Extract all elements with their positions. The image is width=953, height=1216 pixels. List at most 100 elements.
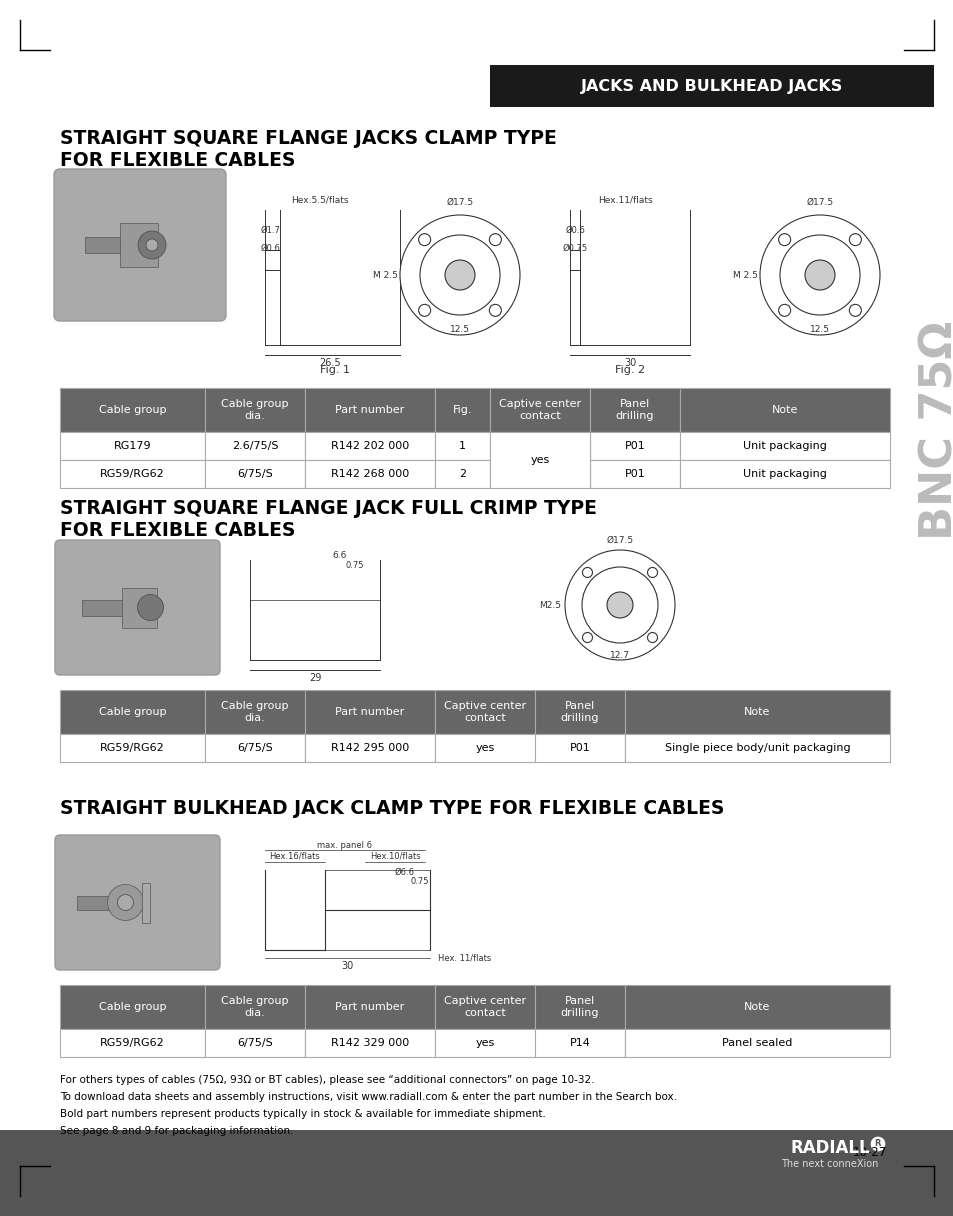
Circle shape [778,233,790,246]
Text: M 2.5: M 2.5 [732,270,757,280]
Bar [435,734,535,762]
Bar [82,599,128,615]
Circle shape [760,215,879,334]
Text: Single piece body/unit packaging: Single piece body/unit packaging [664,743,849,753]
Bar [535,689,624,734]
Text: To download data sheets and assembly instructions, visit www.radiall.com & enter: To download data sheets and assembly ins… [60,1092,677,1102]
Text: Ø0.6: Ø0.6 [564,225,584,235]
Text: 0.75: 0.75 [345,561,364,569]
Text: Note: Note [743,1002,770,1012]
Text: R142 202 000: R142 202 000 [331,441,409,451]
Circle shape [108,884,143,921]
Bar [435,985,535,1029]
Text: 1: 1 [458,441,465,451]
Text: 12.7: 12.7 [609,651,629,659]
Circle shape [848,233,861,246]
Text: Ø0.6: Ø0.6 [260,243,279,253]
Bar [435,689,535,734]
Circle shape [582,632,592,642]
FancyBboxPatch shape [55,835,220,970]
Text: FOR FLEXIBLE CABLES: FOR FLEXIBLE CABLES [60,151,295,169]
Text: Part number: Part number [335,706,404,717]
Bar [60,689,205,734]
Text: See page 8 and 9 for packaging information.: See page 8 and 9 for packaging informati… [60,1126,294,1136]
Text: Ø0.75: Ø0.75 [562,243,587,253]
Bar [490,64,933,107]
Text: RG59/RG62: RG59/RG62 [100,743,165,753]
Bar [305,432,435,460]
Text: Cable group
dia.: Cable group dia. [221,996,289,1018]
Text: Ø17.5: Ø17.5 [606,535,633,545]
Bar [205,460,305,488]
Text: Ø6.6: Ø6.6 [395,867,415,877]
Text: P01: P01 [624,469,644,479]
Text: yes: yes [530,455,549,465]
Circle shape [489,233,501,246]
Circle shape [117,895,133,911]
Text: RG179: RG179 [113,441,152,451]
Text: BNC 75Ω: BNC 75Ω [918,320,953,540]
Text: Unit packaging: Unit packaging [742,469,826,479]
Bar [60,734,205,762]
Bar [305,388,435,432]
Bar [305,689,435,734]
Circle shape [399,215,519,334]
Circle shape [564,550,675,660]
Bar [60,388,205,432]
Text: Fig. 1: Fig. 1 [319,365,350,375]
Bar [205,985,305,1029]
Bar [490,388,589,432]
Text: Cable group
dia.: Cable group dia. [221,702,289,722]
Text: Captive center
contact: Captive center contact [443,702,525,722]
Text: JACKS AND BULKHEAD JACKS: JACKS AND BULKHEAD JACKS [580,79,842,94]
Bar [679,460,889,488]
Bar [305,460,435,488]
Bar [60,432,205,460]
Text: STRAIGHT SQUARE FLANGE JACKS CLAMP TYPE: STRAIGHT SQUARE FLANGE JACKS CLAMP TYPE [60,129,557,147]
Text: 26.5: 26.5 [319,358,340,368]
Text: Fig.: Fig. [453,405,472,415]
Text: Hex.10/flats: Hex.10/flats [370,851,420,861]
Circle shape [778,304,790,316]
Text: 6/75/S: 6/75/S [237,469,273,479]
Circle shape [137,595,163,620]
Circle shape [606,592,633,618]
Bar [122,587,157,627]
Text: Hex. 11/flats: Hex. 11/flats [438,953,491,963]
Bar [305,985,435,1029]
Circle shape [582,568,592,578]
Bar [535,985,624,1029]
Bar [435,432,490,460]
Bar [205,734,305,762]
Circle shape [848,304,861,316]
Bar [205,689,305,734]
Bar [535,734,624,762]
Circle shape [418,304,430,316]
Text: M 2.5: M 2.5 [373,270,397,280]
Text: Panel
drilling: Panel drilling [560,996,598,1018]
Text: R142 329 000: R142 329 000 [331,1038,409,1048]
Bar [0,1130,953,1216]
Circle shape [419,235,499,315]
Bar [589,388,679,432]
Text: Cable group
dia.: Cable group dia. [221,399,289,421]
Bar [60,985,205,1029]
Bar [305,1029,435,1057]
Bar [142,883,151,923]
Circle shape [870,1137,884,1152]
Text: yes: yes [475,743,494,753]
Text: Part number: Part number [335,405,404,415]
Bar [535,1029,624,1057]
Text: 0.75: 0.75 [411,878,429,886]
Text: M2.5: M2.5 [538,601,560,609]
Bar [624,734,889,762]
Text: Cable group: Cable group [99,706,166,717]
Bar [490,432,589,488]
Text: Ø17.5: Ø17.5 [805,197,833,207]
Text: FOR FLEXIBLE CABLES: FOR FLEXIBLE CABLES [60,520,295,540]
Text: Part number: Part number [335,1002,404,1012]
Bar [624,1029,889,1057]
Text: The next conneXion: The next conneXion [781,1159,878,1169]
Text: Unit packaging: Unit packaging [742,441,826,451]
FancyBboxPatch shape [54,169,226,321]
